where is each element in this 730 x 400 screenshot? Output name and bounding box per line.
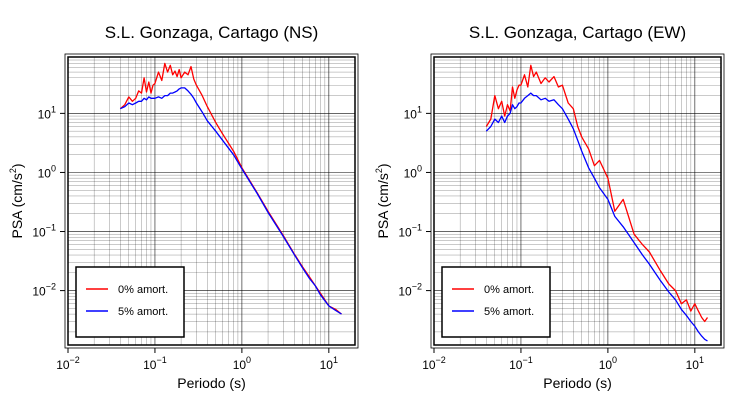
legend-box (75, 266, 185, 338)
y-axis-label: PSA (cm/s2) (8, 163, 25, 238)
legend: 0% amort. 5% amort. (75, 266, 185, 338)
grid (68, 57, 355, 345)
chart-panel-2: 10−2 10−1 100 101 10−2 10−1 100 101 S.L. Gonzaga… (374, 23, 725, 391)
y-tick-label: 10−2 (32, 282, 56, 299)
legend-label: 5% amort. (484, 306, 534, 318)
y-tick-label: 10−1 (32, 223, 56, 240)
series-line-damped (485, 92, 708, 342)
series-line-undamped (485, 64, 709, 323)
y-tick-label: 100 (38, 163, 56, 180)
x-tick-label: 100 (233, 355, 251, 372)
y-tick-label: 10−1 (398, 223, 422, 240)
y-tick-label: 101 (38, 104, 56, 121)
x-tick-label: 10−2 (56, 355, 80, 372)
legend-label: 5% amort. (118, 306, 168, 318)
grid (434, 57, 721, 345)
plot-frame (433, 56, 722, 346)
x-tick-label: 10−1 (143, 355, 167, 372)
plot-frame (67, 56, 356, 346)
x-tick-label: 101 (320, 355, 338, 372)
x-tick-label: 100 (599, 355, 617, 372)
legend-label: 0% amort. (484, 284, 534, 296)
x-tick-label: 10−2 (422, 355, 446, 372)
x-tick-label: 10−1 (509, 355, 533, 372)
y-axis-label: PSA (cm/s2) (374, 163, 391, 238)
plot-frame-outer (64, 53, 359, 349)
legend: 0% amort. 5% amort. (441, 266, 551, 338)
x-tick-label: 101 (686, 355, 704, 372)
y-tick-label: 100 (404, 163, 422, 180)
x-axis-label: Periodo (s) (177, 375, 245, 391)
chart-title: S.L. Gonzaga, Cartago (EW) (469, 23, 686, 42)
series-line-damped (120, 87, 342, 315)
legend-box (441, 266, 551, 338)
legend-label: 0% amort. (118, 284, 168, 296)
x-axis-label: Periodo (s) (543, 375, 611, 391)
y-tick-label: 101 (404, 104, 422, 121)
y-tick-label: 10−2 (398, 282, 422, 299)
chart-title: S.L. Gonzaga, Cartago (NS) (105, 23, 319, 42)
chart-panel-1: 10−2 10−1 100 101 10−2 10−1 100 101 S.L. Gonzaga… (8, 23, 359, 391)
plot-frame-outer (430, 53, 725, 349)
